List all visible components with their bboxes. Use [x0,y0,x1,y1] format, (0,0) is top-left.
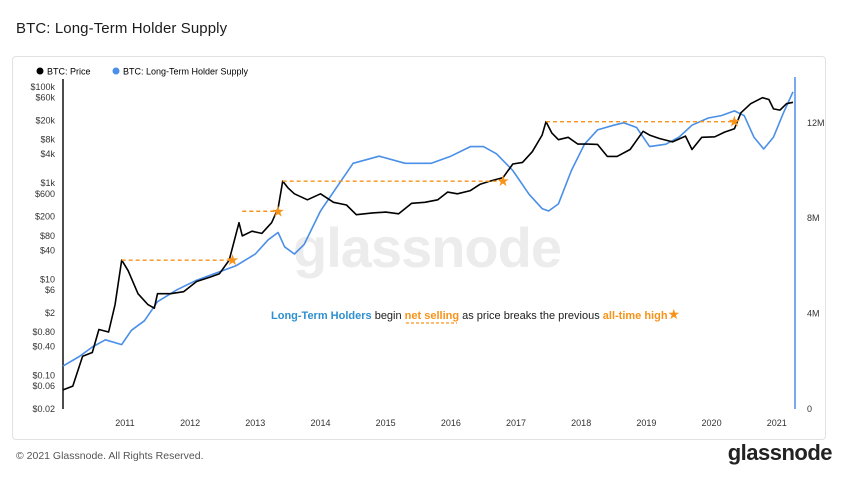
y-left-tick-label: $40 [40,245,55,255]
y-left-tick-label: $200 [35,212,55,222]
legend-supply-swatch [112,67,120,75]
copyright: © 2021 Glassnode. All Rights Reserved. [16,450,204,462]
y-left-tick-label: $100k [30,82,55,92]
y-right-tick-label: 12M [807,118,825,128]
legend-price-swatch [36,67,44,75]
annotation-ath: all-time high [603,310,668,322]
ath-star-icon: ★ [728,114,741,131]
x-tick-label: 2017 [506,418,526,428]
legend[interactable]: BTC: Price BTC: Long-Term Holder Supply [36,67,249,77]
y-left-tick-label: $600 [35,189,55,199]
plot-area: ★ ★ ★ ★ [62,91,794,391]
legend-price-label[interactable]: BTC: Price [47,67,91,77]
x-tick-label: 2018 [571,418,591,428]
annotation-begin: begin [372,310,405,322]
legend-supply-label[interactable]: BTC: Long-Term Holder Supply [123,67,249,77]
chart-panel: BTC: Price BTC: Long-Term Holder Supply … [12,56,826,440]
y-left-tick-label: $0.06 [32,381,55,391]
chart-annotation: Long-Term Holders begin net selling as p… [271,306,680,322]
y-left-tick-label: $4k [40,149,55,159]
axes: $100k$60k$20k$8k$4k$1k$600$200$80$40$10$… [30,77,825,428]
y-right-tick-label: 4M [807,309,820,319]
x-tick-label: 2016 [441,418,461,428]
ath-star-icon: ★ [496,173,509,190]
x-tick-label: 2014 [310,418,330,428]
y-left-tick-label: $20k [35,116,55,126]
series-line-btc-price [62,96,794,391]
x-tick-label: 2011 [115,418,134,428]
y-left-tick-label: $80 [40,231,55,241]
chart-svg: BTC: Price BTC: Long-Term Holder Supply … [30,67,825,429]
ath-star-icon: ★ [271,203,284,220]
y-left-tick-label: $0.40 [32,341,55,351]
y-left-tick-label: $8k [40,135,55,145]
annotation-net-selling: net selling [405,310,459,322]
y-left-tick-label: $2 [45,308,55,318]
x-tick-label: 2012 [180,418,200,428]
y-left-tick-label: $0.02 [32,404,55,414]
y-left-tick-label: $1k [40,178,55,188]
x-tick-label: 2019 [636,418,656,428]
y-left-tick-label: $0.10 [32,370,55,380]
brand-logo[interactable]: glassnode [727,440,833,465]
watermark: glassnode [293,216,561,279]
annotation-star-icon: ★ [668,306,681,322]
ath-star-icon: ★ [226,252,239,269]
y-right-tick-label: 8M [807,213,820,223]
page-title: BTC: Long-Term Holder Supply [16,20,228,37]
y-right-tick-label: 0 [807,404,812,414]
y-left-tick-label: $0.80 [32,327,55,337]
x-tick-label: 2015 [376,418,396,428]
y-left-tick-label: $6 [45,285,55,295]
x-tick-label: 2021 [767,418,787,428]
annotation-ltl: Long-Term Holders [271,310,372,322]
x-tick-label: 2013 [245,418,265,428]
x-tick-label: 2020 [702,418,722,428]
y-left-tick-label: $60k [35,93,55,103]
y-left-tick-label: $10 [40,274,55,284]
annotation-middle: as price breaks the previous [459,310,603,322]
